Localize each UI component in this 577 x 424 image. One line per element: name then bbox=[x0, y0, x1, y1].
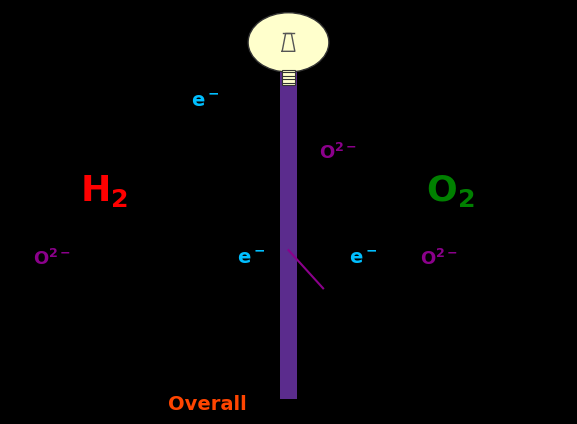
Circle shape bbox=[248, 13, 329, 72]
Text: $\mathbf{O^{2-}}$: $\mathbf{O^{2-}}$ bbox=[33, 248, 71, 269]
Text: Overall: Overall bbox=[168, 396, 247, 414]
Text: $\mathbf{O^{2-}}$: $\mathbf{O^{2-}}$ bbox=[419, 248, 458, 269]
Text: $\mathbf{O^{2-}}$: $\mathbf{O^{2-}}$ bbox=[319, 142, 357, 163]
Text: $\mathbf{e^-}$: $\mathbf{e^-}$ bbox=[237, 249, 265, 268]
Text: $\mathbf{H_2}$: $\mathbf{H_2}$ bbox=[80, 173, 128, 209]
Bar bbox=[282, 70, 295, 85]
Text: $\mathbf{O_2}$: $\mathbf{O_2}$ bbox=[426, 173, 474, 209]
Text: $\mathbf{e^-}$: $\mathbf{e^-}$ bbox=[350, 249, 377, 268]
Bar bbox=[280, 64, 297, 399]
Text: $\mathbf{e^-}$: $\mathbf{e^-}$ bbox=[191, 92, 219, 111]
